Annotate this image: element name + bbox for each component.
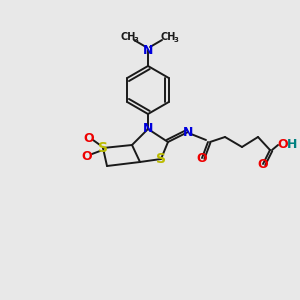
Text: N: N — [143, 44, 153, 56]
Text: 3: 3 — [174, 37, 178, 43]
Text: S: S — [98, 141, 108, 155]
Text: N: N — [143, 122, 153, 136]
Text: O: O — [197, 152, 207, 164]
Text: 3: 3 — [134, 37, 138, 43]
Text: CH: CH — [120, 32, 136, 42]
Text: O: O — [82, 149, 92, 163]
Text: CH: CH — [160, 32, 176, 42]
Text: O: O — [278, 139, 288, 152]
Text: H: H — [287, 139, 297, 152]
Text: S: S — [156, 152, 166, 166]
Text: O: O — [258, 158, 268, 170]
Text: O: O — [84, 131, 94, 145]
Text: N: N — [183, 125, 193, 139]
